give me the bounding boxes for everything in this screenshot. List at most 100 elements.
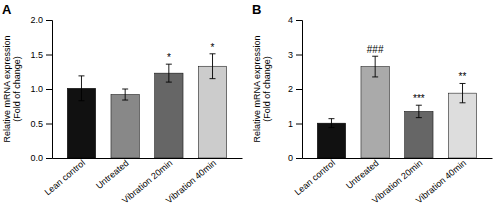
- y-tick-label: 0.5: [30, 119, 43, 129]
- bar: [198, 66, 226, 158]
- y-tick-mark: [46, 55, 52, 56]
- error-bar-stem: [125, 89, 126, 100]
- bar: [155, 73, 183, 158]
- error-bar-cap: [210, 53, 216, 54]
- error-bar: [78, 76, 84, 101]
- y-tick: 0: [288, 153, 302, 163]
- y-axis-title: Relative mRNA expression(Fold of change): [252, 35, 272, 142]
- x-axis: Lean controlUntreatedVibration 20minVibr…: [293, 158, 493, 206]
- y-tick-label: 0: [288, 153, 293, 163]
- panel: 0.00.51.01.52.0Lean controlUntreatedVibr…: [2, 2, 243, 206]
- error-bar-cap: [328, 118, 334, 119]
- y-tick-label: 3: [288, 50, 293, 60]
- x-tick-label: Vibration 40min: [414, 158, 468, 206]
- error-bar-stem: [462, 83, 463, 102]
- y-tick: 2: [288, 84, 302, 94]
- error-bar-cap: [328, 127, 334, 128]
- annotation: **: [459, 71, 467, 82]
- y-axis: 0 1 2 3 4: [288, 15, 303, 163]
- y-tick: 0.5: [30, 119, 52, 129]
- error-bar-cap: [166, 64, 172, 65]
- x-tick: Untreated: [94, 158, 131, 191]
- y-axis-title: Relative mRNA expression(Fold of change): [2, 35, 22, 142]
- y-tick-mark: [296, 124, 302, 125]
- bar: [361, 67, 389, 158]
- y-tick-mark: [46, 20, 52, 21]
- error-bar: [460, 83, 466, 102]
- error-bar-cap: [78, 75, 84, 76]
- error-bar-cap: [166, 82, 172, 83]
- y-tick-mark: [296, 89, 302, 90]
- error-bar-cap: [460, 83, 466, 84]
- panel: 0 1 2 3 4 Lean controlUntreatedVibration 20mi…: [252, 2, 493, 206]
- y-tick-label: 0.0: [30, 153, 43, 163]
- panel-title: B: [252, 2, 261, 17]
- error-bar-stem: [168, 64, 169, 82]
- y-tick-label: 2: [288, 84, 293, 94]
- error-bar-cap: [416, 105, 422, 106]
- panel-title: A: [2, 2, 12, 17]
- y-tick-mark: [46, 158, 52, 159]
- y-tick-mark: [296, 20, 302, 21]
- plot-area: [317, 56, 476, 158]
- error-bar: [372, 56, 378, 77]
- y-tick-mark: [46, 124, 52, 125]
- x-tick-label: Lean control: [293, 158, 337, 198]
- x-tick: Lean control: [43, 158, 87, 198]
- y-tick: 1.5: [30, 50, 52, 60]
- y-axis: 0.0 0.5 1.0 1.5 2.0: [30, 15, 52, 163]
- x-tick: Untreated: [344, 158, 381, 191]
- bar: [405, 111, 433, 158]
- annotation: *: [211, 42, 215, 53]
- x-tick: Vibration 40min: [414, 158, 468, 206]
- figure: 0.00.51.01.52.0Lean controlUntreatedVibr…: [0, 0, 500, 220]
- x-axis: Lean controlUntreatedVibration 20minVibr…: [43, 158, 243, 206]
- x-tick-label: Lean control: [43, 158, 87, 198]
- y-tick-mark: [296, 55, 302, 56]
- error-bar-stem: [81, 76, 82, 101]
- y-tick-mark: [296, 158, 302, 159]
- y-tick-mark: [46, 89, 52, 90]
- plot-area: [67, 54, 226, 158]
- x-tick-label: Untreated: [94, 158, 131, 191]
- error-bar: [210, 54, 216, 79]
- error-bar-cap: [122, 89, 128, 90]
- error-bar: [122, 89, 128, 100]
- error-bar-stem: [375, 56, 376, 77]
- x-tick-label: Vibration 40min: [164, 158, 218, 206]
- error-bar: [166, 64, 172, 82]
- y-tick-label: 1.5: [30, 50, 43, 60]
- error-bar-cap: [210, 78, 216, 79]
- y-tick: 1: [288, 119, 302, 129]
- y-tick-label: 4: [288, 15, 293, 25]
- x-tick: Vibration 40min: [164, 158, 218, 206]
- annotation: ***: [413, 93, 425, 104]
- error-bar: [328, 119, 334, 128]
- error-bar-cap: [122, 100, 128, 101]
- y-tick-label: 2.0: [30, 15, 43, 25]
- y-tick: 0.0: [30, 153, 52, 163]
- error-bar: [416, 105, 422, 117]
- error-bar-cap: [416, 117, 422, 118]
- annotation: *: [167, 52, 171, 63]
- error-bar-cap: [78, 100, 84, 101]
- y-tick-label: 1.0: [30, 84, 43, 94]
- error-bar-stem: [418, 105, 419, 117]
- error-bar-cap: [460, 102, 466, 103]
- y-tick-label: 1: [288, 119, 293, 129]
- bar: [111, 95, 139, 158]
- y-tick: 3: [288, 50, 302, 60]
- y-axis-line: [296, 21, 303, 159]
- y-tick: 4: [288, 15, 302, 25]
- error-bar-stem: [331, 119, 332, 128]
- annotation: ###: [367, 44, 384, 55]
- x-tick: Lean control: [293, 158, 337, 198]
- y-tick: 1.0: [30, 84, 52, 94]
- x-tick-label: Untreated: [344, 158, 381, 191]
- error-bar-cap: [372, 56, 378, 57]
- y-axis-line: [46, 21, 53, 159]
- error-bar-stem: [212, 54, 213, 79]
- bar: [448, 93, 476, 158]
- bar: [317, 123, 345, 158]
- error-bar-cap: [372, 76, 378, 77]
